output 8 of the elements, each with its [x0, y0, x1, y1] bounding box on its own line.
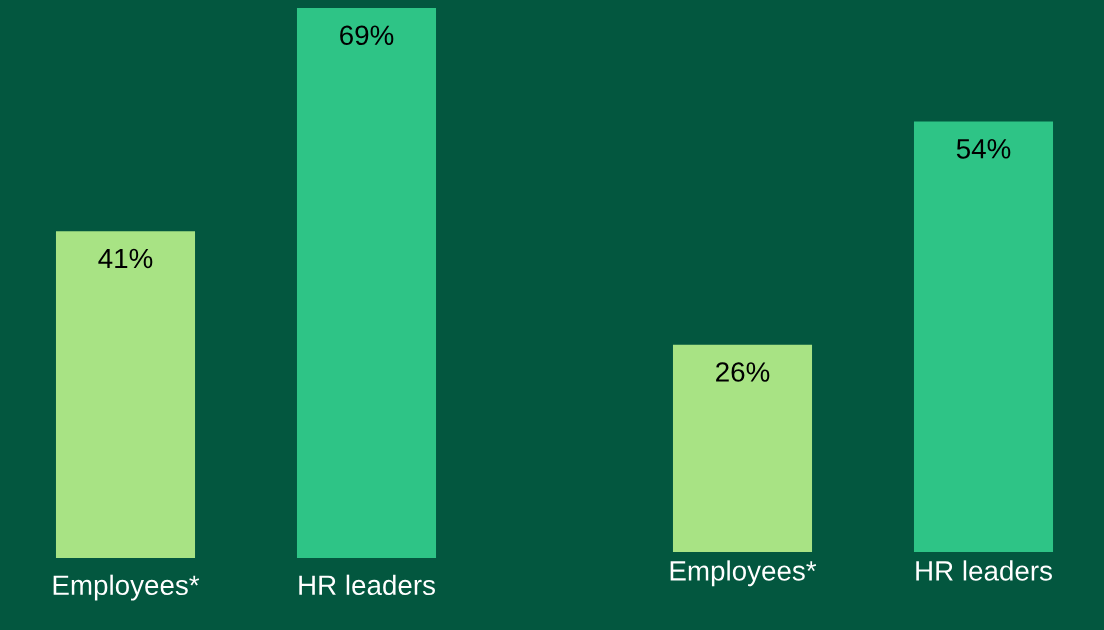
x-tick-label: HR leaders [916, 560, 1052, 581]
x-tick-label: Employees* [670, 560, 817, 587]
x-tick-label: HR leaders [299, 574, 435, 596]
x-tick-label: Employees* [53, 574, 200, 601]
data-label: 54% [956, 139, 1011, 159]
data-label: 26% [716, 362, 770, 382]
data-label: 41% [98, 248, 153, 269]
data-label: 69% [340, 25, 394, 46]
